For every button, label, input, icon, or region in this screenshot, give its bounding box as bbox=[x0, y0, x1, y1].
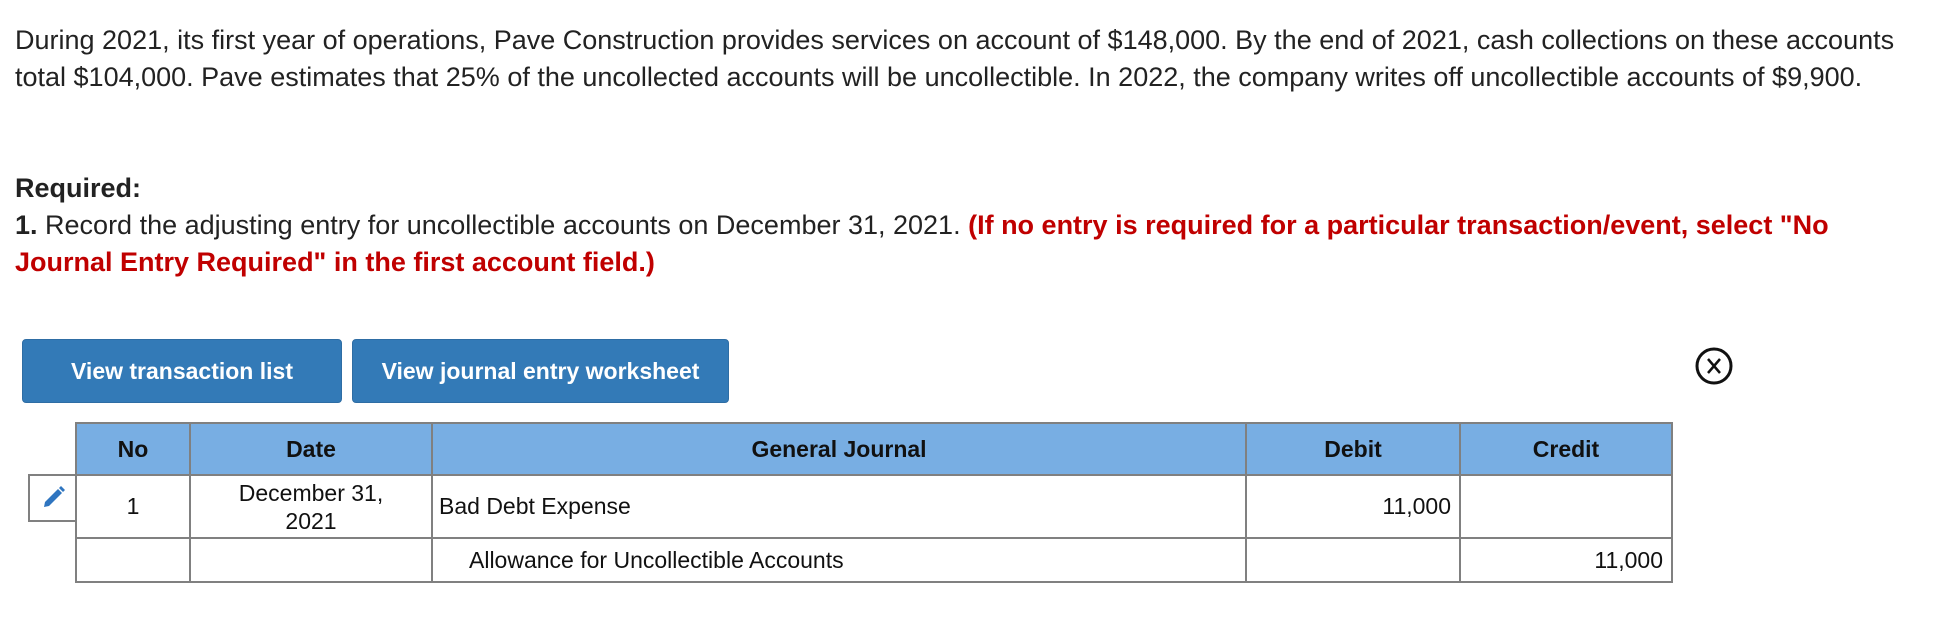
cell-credit[interactable] bbox=[1459, 474, 1673, 539]
required-instruction: (If no entry is required for a particula… bbox=[15, 210, 1829, 277]
cell-debit[interactable]: 11,000 bbox=[1245, 474, 1461, 539]
question-text: During 2021, its first year of operation… bbox=[15, 25, 1895, 92]
table-row: Allowance for Uncollectible Accounts 11,… bbox=[75, 537, 1673, 583]
cell-date bbox=[189, 537, 433, 583]
header-date: Date bbox=[189, 422, 433, 476]
header-credit: Credit bbox=[1459, 422, 1673, 476]
view-journal-entry-worksheet-button[interactable]: View journal entry worksheet bbox=[352, 339, 729, 403]
pencil-icon bbox=[43, 486, 65, 507]
cell-credit[interactable]: 11,000 bbox=[1459, 537, 1673, 583]
cell-account[interactable]: Allowance for Uncollectible Accounts bbox=[431, 537, 1247, 583]
cell-no bbox=[75, 537, 191, 583]
table-header-row: No Date General Journal Debit Credit bbox=[75, 422, 1673, 476]
cell-account[interactable]: Bad Debt Expense bbox=[431, 474, 1247, 539]
header-debit: Debit bbox=[1245, 422, 1461, 476]
header-general-journal: General Journal bbox=[431, 422, 1247, 476]
cell-debit[interactable] bbox=[1245, 537, 1461, 583]
journal-table: No Date General Journal Debit Credit 1 D… bbox=[75, 422, 1673, 583]
view-transaction-list-button[interactable]: View transaction list bbox=[22, 339, 342, 403]
edit-entry-button[interactable] bbox=[28, 474, 75, 522]
cell-no: 1 bbox=[75, 474, 191, 539]
required-heading: Required: bbox=[15, 173, 142, 203]
required-section: Required: 1. Record the adjusting entry … bbox=[15, 170, 1915, 281]
required-number: 1. bbox=[15, 210, 38, 240]
cell-date: December 31, 2021 bbox=[189, 474, 433, 539]
header-no: No bbox=[75, 422, 191, 476]
close-circle-icon[interactable] bbox=[1694, 346, 1734, 386]
required-text: Record the adjusting entry for uncollect… bbox=[37, 210, 969, 240]
table-row: 1 December 31, 2021 Bad Debt Expense 11,… bbox=[75, 474, 1673, 539]
